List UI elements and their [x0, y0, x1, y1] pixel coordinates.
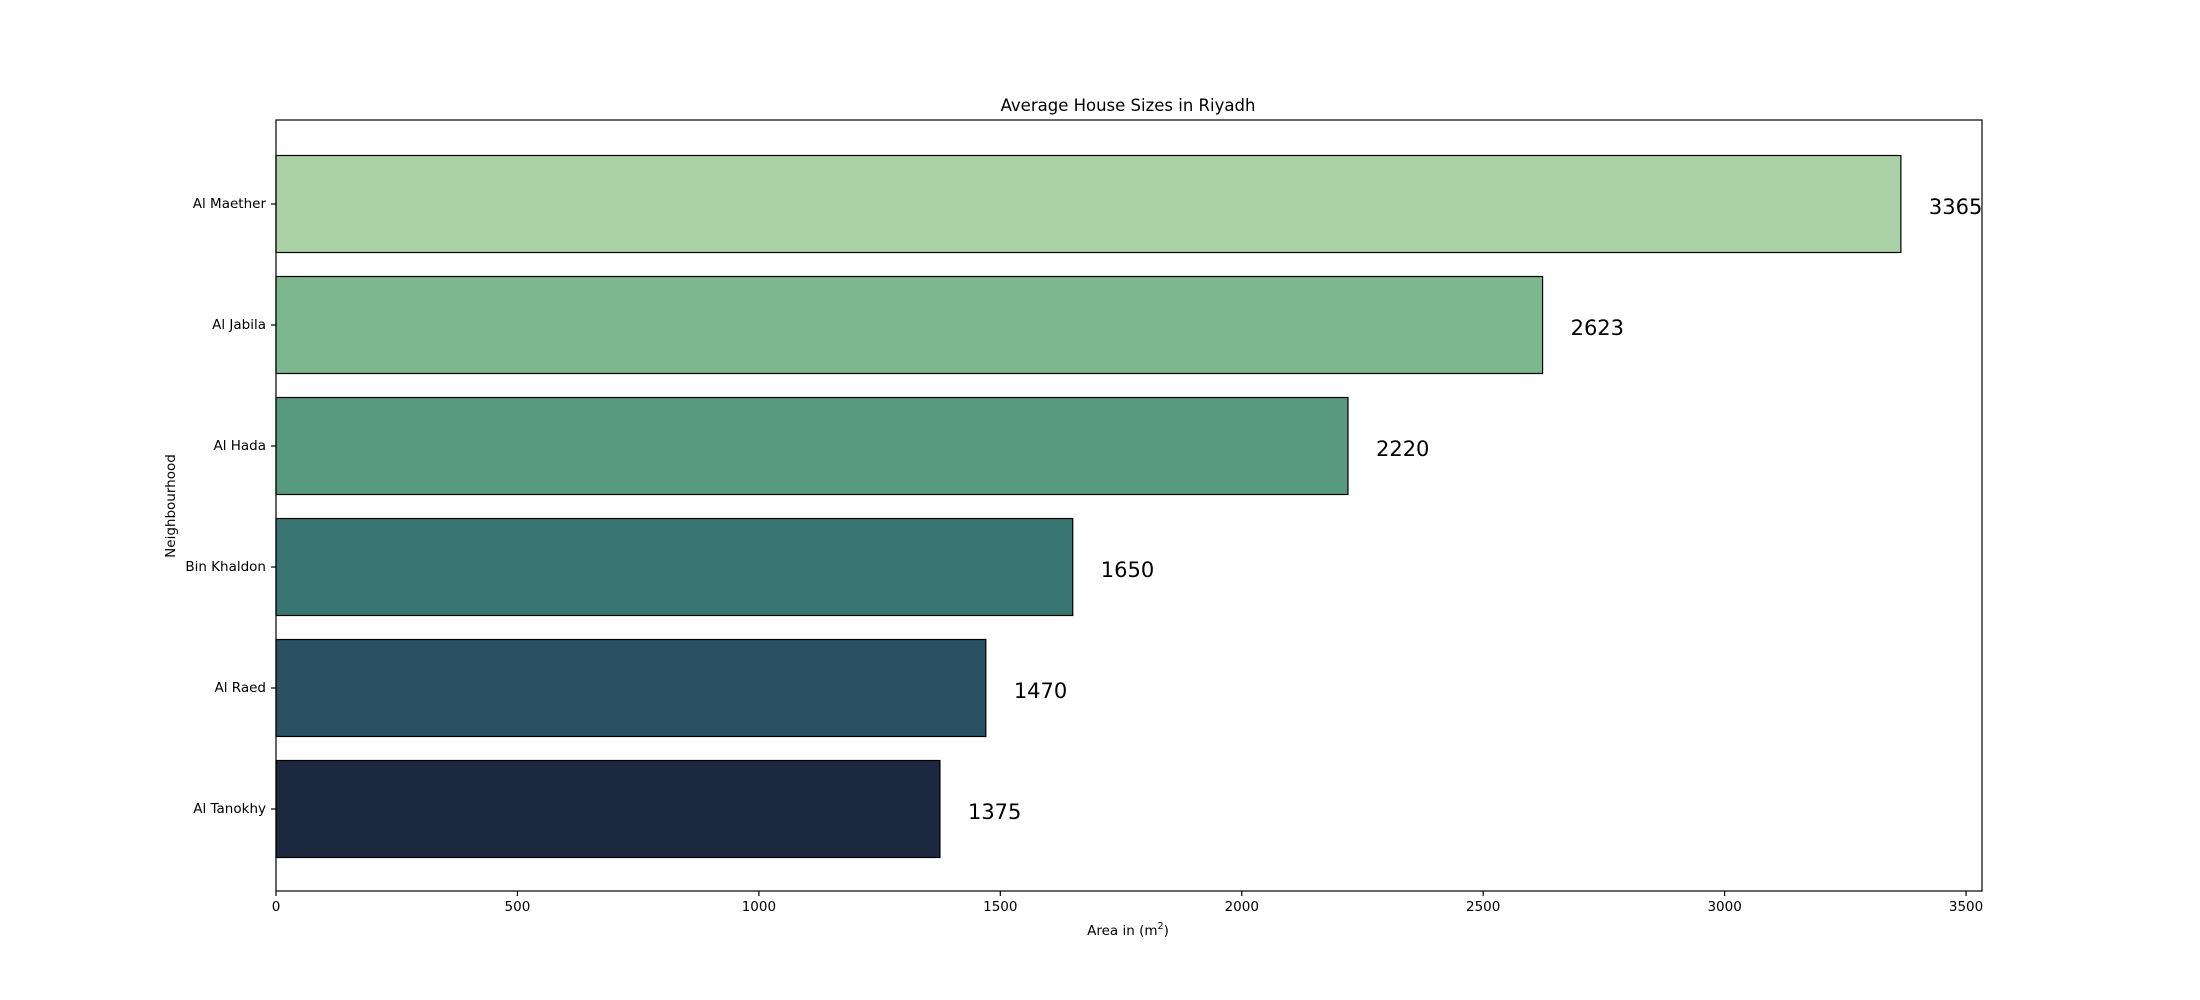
plot-frame: [275, 119, 1983, 892]
y-axis-title: Neighbourhood: [163, 454, 179, 558]
bar-al-raed: [275, 638, 987, 738]
x-tick-label: 3500: [1949, 899, 1983, 915]
bar-al-tanokhy: [275, 759, 941, 859]
x-tick-label: 2000: [1225, 899, 1259, 915]
x-tick-label: 500: [505, 899, 531, 915]
y-axis: Al Maether Al Jabila Al Hada Bin Khaldon Al …: [185, 196, 276, 817]
x-tick-label: 0: [272, 899, 281, 915]
value-label: 2623: [1571, 316, 1624, 340]
x-tick-label: 1500: [983, 899, 1017, 915]
y-tick-label: Al Maether: [193, 196, 267, 212]
x-axis-title-superscript: 2: [1158, 921, 1164, 932]
x-tick-label: 3000: [1707, 899, 1741, 915]
x-axis-title: Area in (m2): [1087, 921, 1169, 939]
value-labels-group: 3365 2623 2220 1650 1470 1375: [968, 195, 1982, 824]
x-tick-label: 2500: [1466, 899, 1500, 915]
bar-al-hada: [275, 396, 1349, 496]
y-tick-label: Al Tanokhy: [193, 801, 266, 817]
bars-group: [275, 154, 1902, 859]
y-tick-label: Al Raed: [214, 680, 266, 696]
value-label: 1650: [1101, 558, 1154, 582]
bar-bin-khaldon: [275, 517, 1074, 617]
y-tick-label: Bin Khaldon: [185, 559, 266, 575]
x-axis: 0 500 1000 1500 2000 2500 3000 3500: [272, 891, 1983, 915]
y-tick-label: Al Hada: [213, 438, 266, 454]
value-label: 3365: [1929, 195, 1982, 219]
value-label: 1375: [968, 800, 1021, 824]
y-tick-label: Al Jabila: [212, 317, 266, 333]
value-label: 1470: [1014, 679, 1067, 703]
chart-title: Average House Sizes in Riyadh: [1001, 96, 1256, 115]
bar-al-maether: [275, 154, 1902, 254]
x-tick-label: 1000: [742, 899, 776, 915]
bar-al-jabila: [275, 275, 1544, 375]
value-label: 2220: [1376, 437, 1429, 461]
